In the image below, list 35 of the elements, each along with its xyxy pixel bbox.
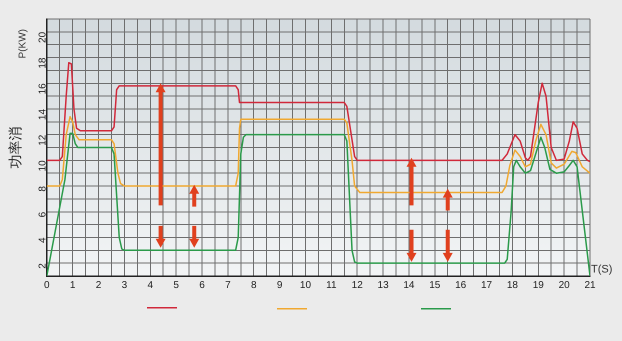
text: P(KW) [18, 29, 29, 58]
y-tick-label: 10 [38, 160, 49, 172]
x-tick-label: 8 [250, 280, 257, 291]
x-tick-label: 17 [480, 280, 493, 291]
x-tick-label: 2 [96, 280, 102, 291]
x-tick-label: 10 [300, 280, 312, 291]
x-tick-label: 12 [352, 280, 364, 291]
x-tick-label: 15 [429, 280, 441, 291]
x-tick-label: 18 [506, 280, 518, 291]
y-tick-label: 20 [38, 31, 49, 43]
x-tick-label: 0 [44, 280, 50, 291]
x-tick-label: 7 [225, 280, 232, 291]
y-tick-label: 16 [38, 82, 49, 94]
x-tick-label: 4 [147, 280, 154, 291]
y-tick-label: 18 [38, 57, 49, 69]
x-tick-label: 1 [70, 280, 76, 291]
y-tick-label: 2 [38, 262, 49, 269]
x-tick-label: 13 [378, 280, 390, 291]
x-tick-label: 9 [276, 280, 283, 291]
y-tick-label: 8 [38, 186, 49, 192]
x-tick-label: 19 [532, 280, 544, 291]
x-tick-label: 20 [558, 280, 570, 291]
y-tick-label: 6 [38, 211, 49, 218]
y-tick-label: 14 [38, 108, 49, 120]
x-tick-label: 6 [199, 280, 206, 291]
x-tick-label: 14 [403, 280, 415, 291]
y-axis-title: 功率消 [8, 126, 24, 168]
x-tick-label: 21 [584, 280, 596, 291]
y-tick-label: 4 [38, 237, 49, 244]
y-tick-label: 12 [38, 134, 49, 146]
x-tick-label: 11 [326, 280, 337, 291]
x-axis-title: T(S) [591, 264, 612, 276]
x-tick-label: 3 [122, 280, 128, 291]
x-tick-label: 16 [455, 280, 467, 291]
x-tick-label: 5 [173, 280, 180, 291]
